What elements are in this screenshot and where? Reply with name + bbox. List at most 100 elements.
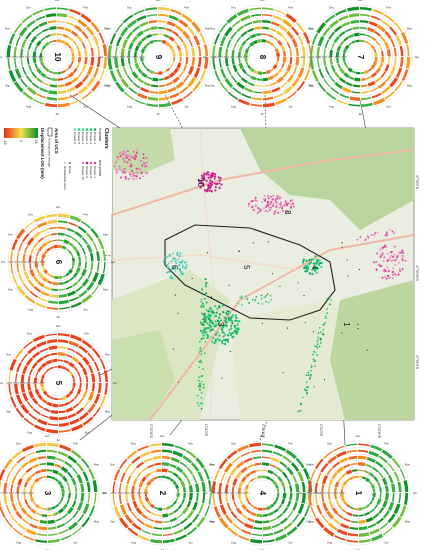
map-point: [172, 252, 174, 255]
map-point: [310, 364, 313, 367]
map-point: [124, 152, 127, 155]
polar-segment: [49, 294, 59, 298]
polar-year-label: 2017: [27, 261, 33, 264]
polar-segment: [71, 467, 79, 475]
polar-segment: [20, 461, 30, 469]
map-point: [199, 384, 201, 386]
polar-segment: [266, 505, 271, 511]
polar-segment: [57, 480, 63, 486]
polar-segment: [22, 282, 30, 292]
polar-segment: [212, 45, 216, 58]
polar-segment: [50, 352, 58, 356]
polar-segment: [384, 64, 390, 72]
polar-segment: [276, 76, 284, 84]
map-point: [231, 322, 234, 325]
polar-segment: [373, 503, 379, 510]
polar-segment: [352, 26, 360, 30]
polar-spoke: [333, 68, 354, 103]
polar-segment: [334, 487, 337, 494]
polar-segment: [203, 56, 209, 70]
polar-segment: [120, 26, 129, 37]
polar-segment: [17, 522, 27, 531]
map-point: [272, 202, 275, 205]
polar-segment: [272, 36, 279, 42]
polar-segment: [81, 278, 90, 287]
map-point: [277, 206, 280, 209]
polar-segment: [87, 403, 96, 414]
map-point: [299, 409, 302, 412]
polar-segment: [77, 56, 82, 63]
polar-segment: [238, 57, 241, 64]
polar-segment: [289, 56, 293, 65]
map-point: [124, 171, 127, 174]
polar-month-label: Feb: [188, 442, 193, 446]
polar-segment: [102, 43, 108, 57]
polar-chart-5: JanFebMarAprMayJunJulAugSepOctNovDec2015…: [0, 324, 117, 442]
map-point: [197, 385, 200, 388]
polar-segment: [76, 501, 84, 511]
polar-segment: [98, 32, 105, 44]
polar-segment: [136, 30, 144, 38]
polar-segment: [387, 462, 395, 472]
polar-spoke: [53, 447, 74, 482]
map-point: [235, 331, 238, 334]
polar-segment: [233, 500, 238, 508]
polar-segment: [137, 68, 143, 75]
map-point: [359, 236, 362, 238]
polar-spoke: [169, 30, 204, 51]
map-point: [309, 373, 312, 376]
polar-segment: [267, 469, 274, 475]
map-point: [129, 154, 132, 157]
polar-segment: [162, 533, 174, 536]
polar-spoke: [235, 11, 256, 46]
map-point: [202, 174, 205, 177]
polar-segment: [92, 35, 99, 46]
polar-segment: [81, 90, 92, 100]
map-point: [123, 167, 126, 170]
polar-segment: [72, 67, 78, 74]
polar-segment: [56, 20, 66, 23]
polar-segment: [35, 371, 39, 378]
polar-segment: [29, 493, 33, 498]
map-point: [191, 277, 193, 279]
map-point: [202, 321, 205, 324]
map-point: [178, 381, 180, 383]
map-point: [367, 236, 370, 239]
polar-year-label: 2016: [33, 261, 39, 264]
map-point: [316, 347, 319, 349]
polar-segment: [21, 472, 27, 479]
polar-segment: [261, 33, 268, 36]
map-point: [304, 389, 307, 392]
map-point: [178, 254, 181, 257]
polar-segment: [289, 485, 293, 493]
polar-segment: [265, 40, 271, 44]
polar-segment: [381, 477, 388, 486]
map-point: [276, 195, 278, 198]
polar-segment: [378, 471, 384, 479]
map-point: [393, 232, 395, 235]
map-point: [370, 234, 373, 236]
map-point: [285, 202, 288, 205]
polar-month-label: Sep: [0, 520, 1, 524]
polar-segment: [323, 57, 327, 67]
polar-segment: [179, 461, 188, 468]
polar-segment: [347, 532, 359, 537]
polar-segment: [282, 492, 287, 499]
polar-year-label: 2019: [13, 382, 19, 385]
polar-month-label: Apr: [415, 55, 419, 59]
map-point: [317, 267, 320, 270]
polar-segment: [225, 48, 229, 58]
polar-segment: [398, 492, 401, 504]
polar-segment: [37, 281, 45, 288]
polar-segment: [75, 267, 81, 274]
polar-segment: [172, 30, 179, 37]
polar-segment: [366, 75, 372, 80]
polar-segment: [244, 57, 248, 62]
polar-segment: [243, 457, 253, 464]
polar-segment: [161, 468, 168, 473]
map-point: [209, 176, 212, 179]
polar-segment: [16, 456, 26, 464]
polar-segment: [59, 444, 72, 452]
polar-segment: [373, 48, 377, 53]
polar-segment: [182, 41, 188, 50]
